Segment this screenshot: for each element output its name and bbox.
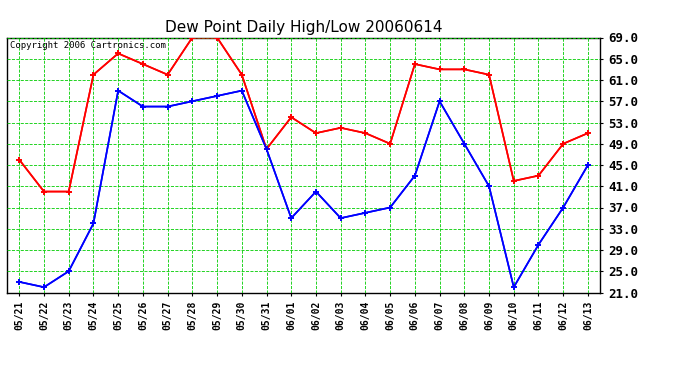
Title: Dew Point Daily High/Low 20060614: Dew Point Daily High/Low 20060614 [165, 20, 442, 35]
Text: Copyright 2006 Cartronics.com: Copyright 2006 Cartronics.com [10, 41, 166, 50]
